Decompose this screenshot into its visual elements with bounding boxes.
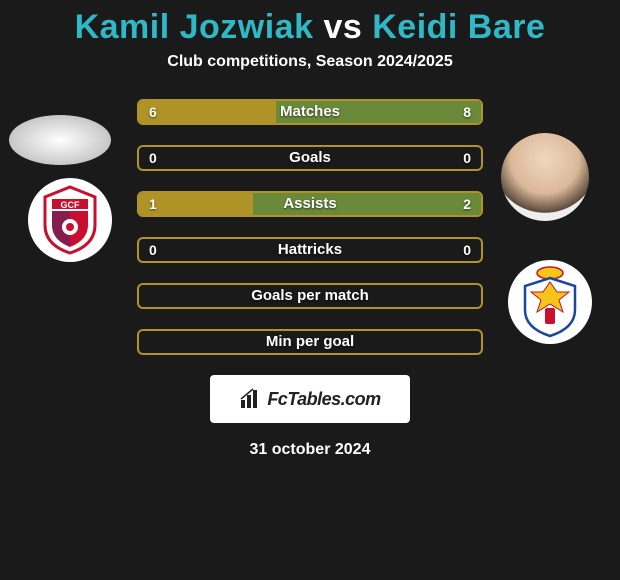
stat-value-left: 6	[149, 101, 157, 123]
stat-value-right: 8	[463, 101, 471, 123]
stat-row: Min per goal	[137, 329, 483, 355]
stat-value-right: 0	[463, 239, 471, 261]
page-title: Kamil Jozwiak vs Keidi Bare	[0, 8, 620, 47]
stat-row: Hattricks0 0	[137, 237, 483, 263]
stat-label: Matches	[139, 101, 481, 123]
stat-label: Goals per match	[139, 285, 481, 307]
stat-label: Assists	[139, 193, 481, 215]
stat-label: Hattricks	[139, 239, 481, 261]
stat-row: Goals per match	[137, 283, 483, 309]
stat-value-right: 2	[463, 193, 471, 215]
chart-icon	[239, 388, 261, 410]
vs-label: vs	[323, 8, 362, 46]
footer-date: 31 october 2024	[0, 441, 620, 459]
player2-name: Keidi Bare	[372, 8, 545, 46]
stat-row: Matches6 8	[137, 99, 483, 125]
stat-label: Goals	[139, 147, 481, 169]
stat-value-left: 0	[149, 239, 157, 261]
subtitle: Club competitions, Season 2024/2025	[0, 53, 620, 71]
player1-name: Kamil Jozwiak	[75, 8, 314, 46]
stat-value-left: 0	[149, 147, 157, 169]
stat-value-left: 1	[149, 193, 157, 215]
fctables-label: FcTables.com	[267, 389, 380, 410]
stat-row: Assists1 2	[137, 191, 483, 217]
stats-bars: Matches68Goals00Assists12Hattricks00Goal…	[0, 99, 620, 355]
stat-value-right: 0	[463, 147, 471, 169]
stat-label: Min per goal	[139, 331, 481, 353]
stat-row: Goals0 0	[137, 145, 483, 171]
fctables-badge: FcTables.com	[210, 375, 410, 423]
